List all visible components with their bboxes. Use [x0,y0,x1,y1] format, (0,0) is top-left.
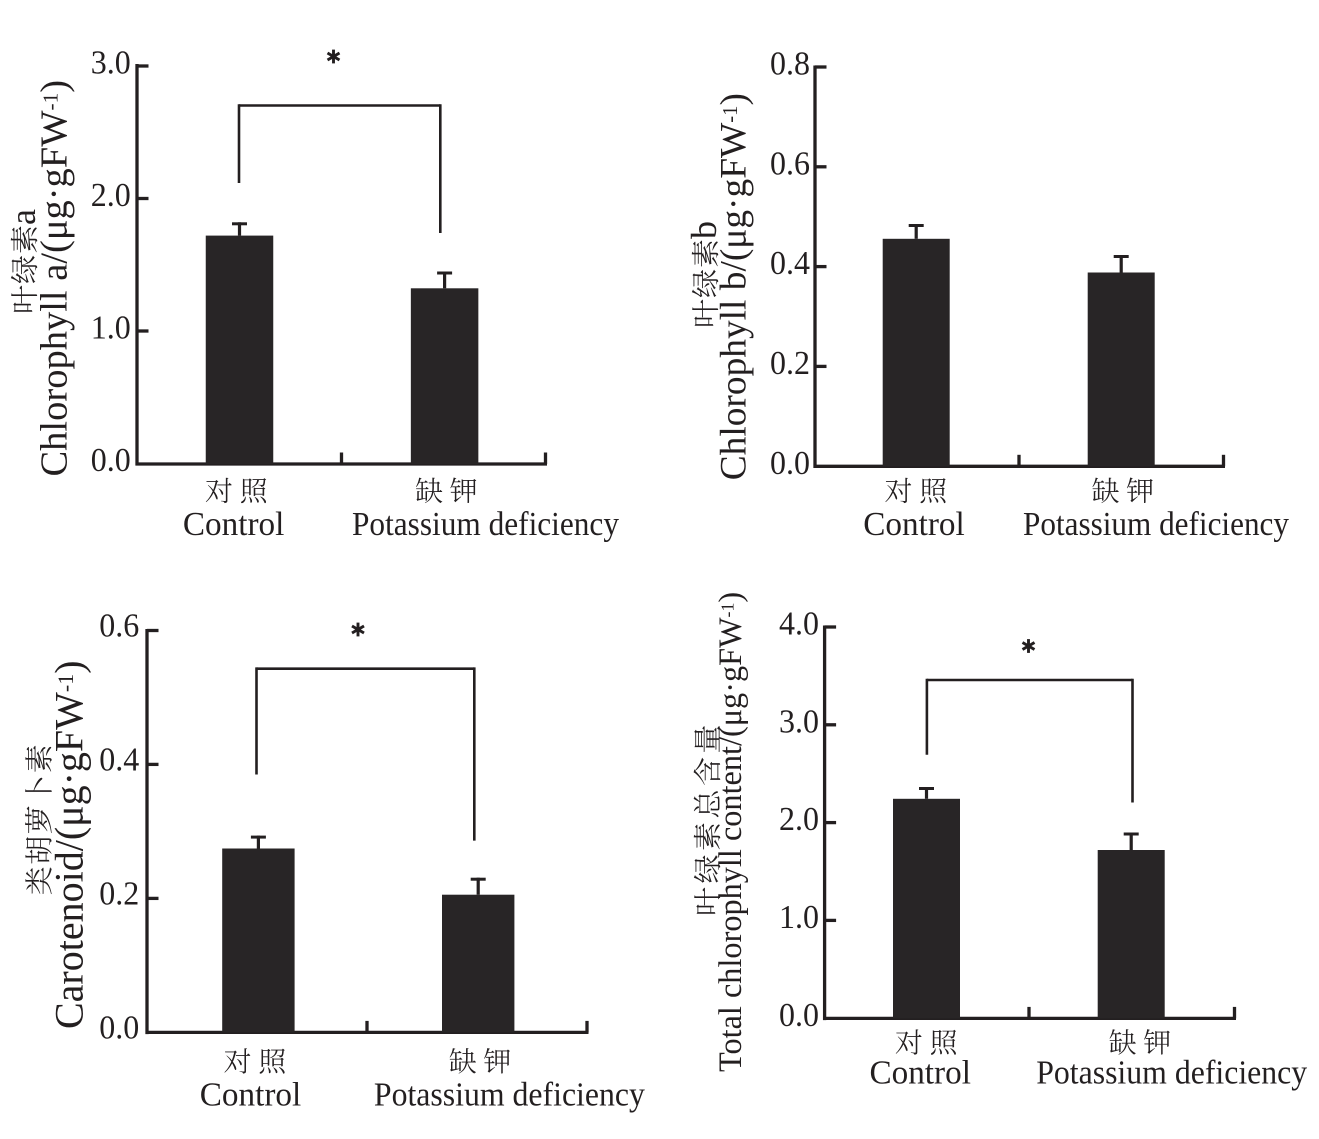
svg-text:0.6: 0.6 [770,145,810,182]
svg-text:Potassium deficiency: Potassium deficiency [374,1077,645,1114]
svg-text:0.0: 0.0 [779,997,819,1034]
svg-text:0.6: 0.6 [99,608,139,645]
svg-text:Control: Control [200,1077,302,1114]
svg-text:0.8: 0.8 [770,46,810,83]
svg-text:0.0: 0.0 [770,445,810,482]
svg-text:4.0: 4.0 [779,606,819,643]
svg-text:0.0: 0.0 [99,1010,139,1047]
svg-text:Control: Control [869,1055,971,1092]
svg-text:2.0: 2.0 [91,177,131,214]
svg-text:3.0: 3.0 [91,45,131,82]
svg-text:1.0: 1.0 [91,310,131,347]
svg-text:0.0: 0.0 [91,442,131,479]
svg-text:1.0: 1.0 [779,899,819,936]
svg-text:Potassium deficiency: Potassium deficiency [1023,506,1289,543]
svg-text:a: a [3,209,43,225]
svg-text:Chlorophyll b/(μg·gFW-1): Chlorophyll b/(μg·gFW-1) [714,93,755,480]
svg-text:Potassium deficiency: Potassium deficiency [352,506,619,543]
svg-text:Chlorophyll a/(μg·gFW-1): Chlorophyll a/(μg·gFW-1) [34,80,76,477]
svg-text:0.2: 0.2 [99,876,139,913]
svg-text:Total chlorophyll content/(μg·: Total chlorophyll content/(μg·gFW-1) [712,592,748,1072]
svg-text:Control: Control [183,506,285,543]
svg-text:Carotenoid/(μg·gFW-1): Carotenoid/(μg·gFW-1) [46,660,91,1029]
svg-text:Control: Control [863,506,965,543]
svg-text:b: b [684,221,724,239]
svg-text:0.4: 0.4 [770,245,810,282]
svg-text:0.4: 0.4 [99,742,139,779]
svg-text:3.0: 3.0 [779,703,819,740]
svg-text:2.0: 2.0 [779,801,819,838]
svg-text:Potassium deficiency: Potassium deficiency [1036,1055,1307,1092]
svg-text:0.2: 0.2 [770,345,810,382]
